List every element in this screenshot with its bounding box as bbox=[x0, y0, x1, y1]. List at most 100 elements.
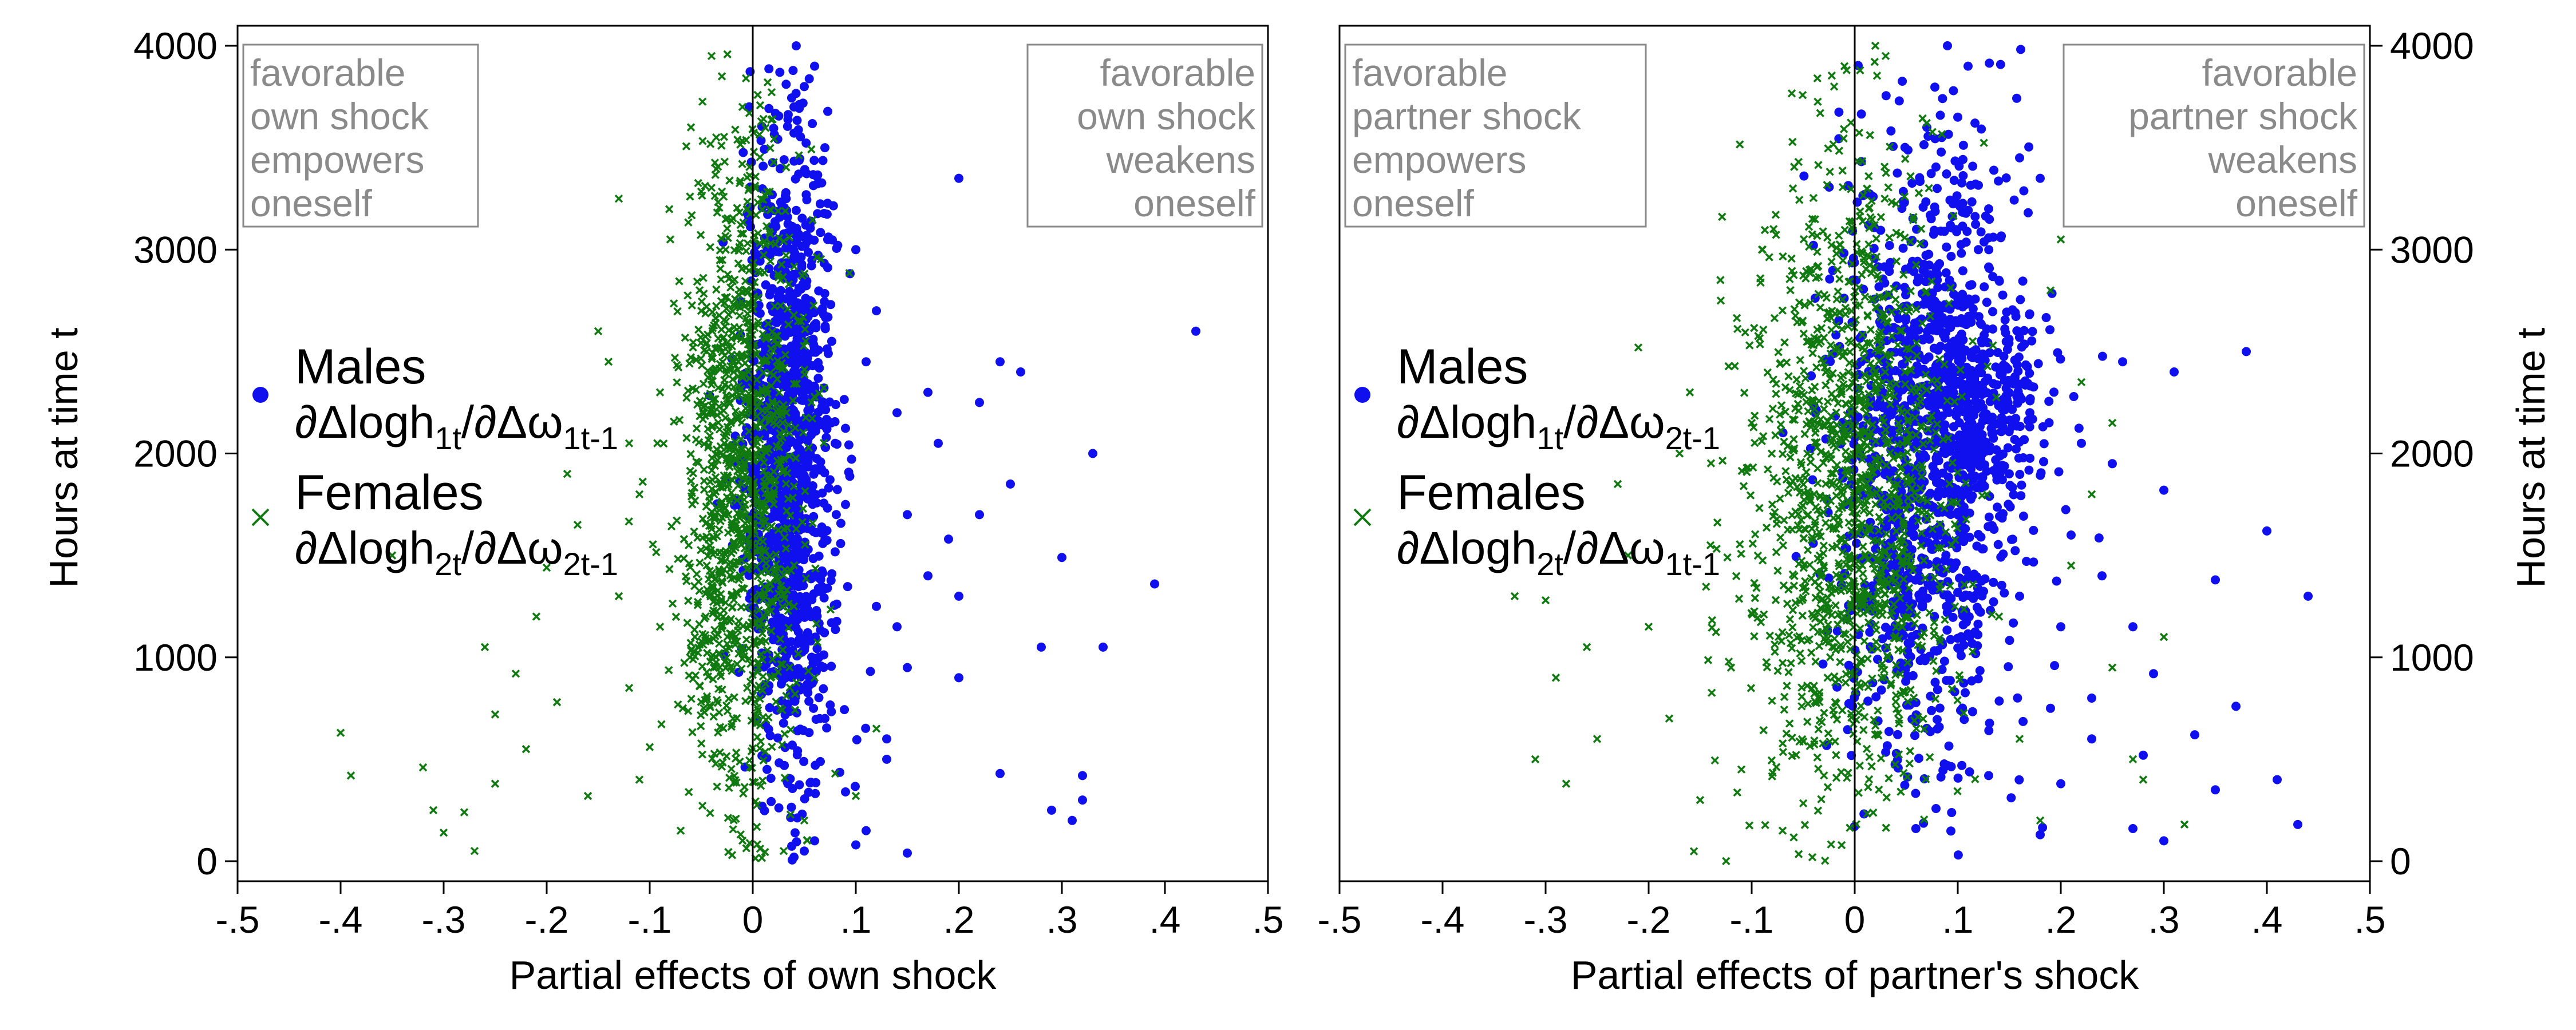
point-female bbox=[583, 791, 592, 801]
point-male bbox=[2067, 530, 2076, 540]
point-male bbox=[1952, 485, 1962, 494]
point-female bbox=[745, 109, 754, 117]
point-male bbox=[760, 144, 769, 154]
point-male bbox=[779, 155, 789, 165]
point-female bbox=[702, 347, 711, 356]
point-female bbox=[698, 750, 707, 759]
point-male bbox=[803, 299, 812, 309]
point-male bbox=[1893, 168, 1902, 178]
point-female bbox=[753, 90, 762, 100]
point-male bbox=[1942, 169, 1951, 179]
point-male bbox=[995, 768, 1005, 778]
point-male bbox=[1935, 110, 1945, 120]
annotation-line: oneself bbox=[250, 182, 372, 224]
point-female bbox=[753, 840, 762, 849]
point-male bbox=[806, 778, 816, 787]
point-male bbox=[746, 157, 756, 167]
point-male bbox=[1919, 451, 1929, 461]
point-male bbox=[797, 390, 807, 399]
point-male bbox=[2006, 793, 2016, 803]
x-tick-label: -.2 bbox=[524, 898, 568, 941]
point-male bbox=[792, 534, 802, 544]
point-male bbox=[2046, 703, 2055, 713]
point-male bbox=[2036, 470, 2045, 480]
point-female bbox=[785, 451, 794, 461]
point-male bbox=[923, 387, 933, 397]
point-male bbox=[798, 98, 808, 108]
point-male bbox=[1037, 642, 1046, 652]
point-female bbox=[741, 537, 750, 546]
point-female bbox=[655, 388, 665, 397]
point-male bbox=[808, 658, 818, 668]
point-male bbox=[2074, 423, 2084, 433]
point-female bbox=[735, 208, 744, 217]
point-male bbox=[2097, 571, 2107, 581]
point-female bbox=[665, 205, 674, 213]
point-male bbox=[1967, 197, 1977, 207]
point-male bbox=[768, 635, 778, 644]
point-male bbox=[809, 703, 819, 713]
point-male bbox=[791, 205, 801, 215]
point-male bbox=[822, 209, 832, 219]
point-female bbox=[635, 775, 644, 784]
point-male bbox=[1948, 612, 1958, 622]
point-female bbox=[460, 808, 469, 817]
x-tick-label: -.5 bbox=[215, 898, 259, 941]
point-male bbox=[1876, 685, 1886, 695]
point-male bbox=[2211, 575, 2220, 585]
point-male bbox=[766, 774, 776, 783]
point-male bbox=[1970, 472, 1980, 481]
point-female bbox=[532, 612, 541, 621]
point-female bbox=[736, 303, 745, 312]
point-male bbox=[809, 235, 819, 245]
point-female bbox=[773, 565, 783, 573]
point-male bbox=[809, 512, 819, 521]
point-female bbox=[667, 522, 676, 531]
point-female bbox=[652, 548, 661, 557]
point-male bbox=[801, 686, 811, 695]
point-male bbox=[1927, 706, 1937, 715]
point-female bbox=[723, 50, 732, 59]
point-male bbox=[764, 64, 774, 74]
point-male bbox=[793, 664, 803, 674]
point-male bbox=[2014, 437, 2024, 447]
point-male bbox=[1996, 552, 2006, 562]
point-female bbox=[784, 421, 793, 429]
point-female bbox=[799, 342, 808, 350]
point-male bbox=[1913, 277, 1922, 287]
point-female bbox=[757, 650, 765, 659]
point-male bbox=[788, 645, 797, 655]
point-male bbox=[804, 74, 814, 84]
x-tick-label: .4 bbox=[1149, 898, 1180, 941]
point-male bbox=[2038, 823, 2048, 833]
point-male bbox=[794, 229, 804, 239]
point-male bbox=[2004, 662, 2013, 672]
point-male bbox=[954, 591, 963, 601]
point-male bbox=[2061, 505, 2071, 514]
point-male bbox=[1950, 347, 1959, 356]
point-male bbox=[818, 156, 828, 165]
point-male bbox=[762, 764, 772, 774]
point-female bbox=[696, 231, 705, 239]
point-male bbox=[768, 307, 777, 316]
point-male bbox=[1931, 162, 1941, 172]
left-y-axis-label: Hours at time t bbox=[41, 327, 86, 588]
point-male bbox=[1922, 299, 1931, 308]
point-male bbox=[808, 500, 817, 509]
point-female bbox=[635, 490, 644, 499]
point-male bbox=[1977, 576, 1986, 586]
point-female bbox=[761, 747, 770, 756]
point-female bbox=[791, 454, 800, 462]
x-tick-label: .2 bbox=[943, 898, 974, 941]
point-female bbox=[716, 672, 725, 680]
point-female bbox=[780, 774, 789, 782]
point-male bbox=[2010, 418, 2020, 427]
point-female bbox=[777, 740, 787, 749]
point-male bbox=[1954, 430, 1964, 440]
point-male bbox=[775, 68, 785, 77]
point-female bbox=[716, 256, 724, 265]
point-male bbox=[1909, 529, 1918, 539]
point-female bbox=[789, 396, 797, 405]
point-female bbox=[696, 558, 704, 567]
point-male bbox=[1967, 676, 1977, 686]
